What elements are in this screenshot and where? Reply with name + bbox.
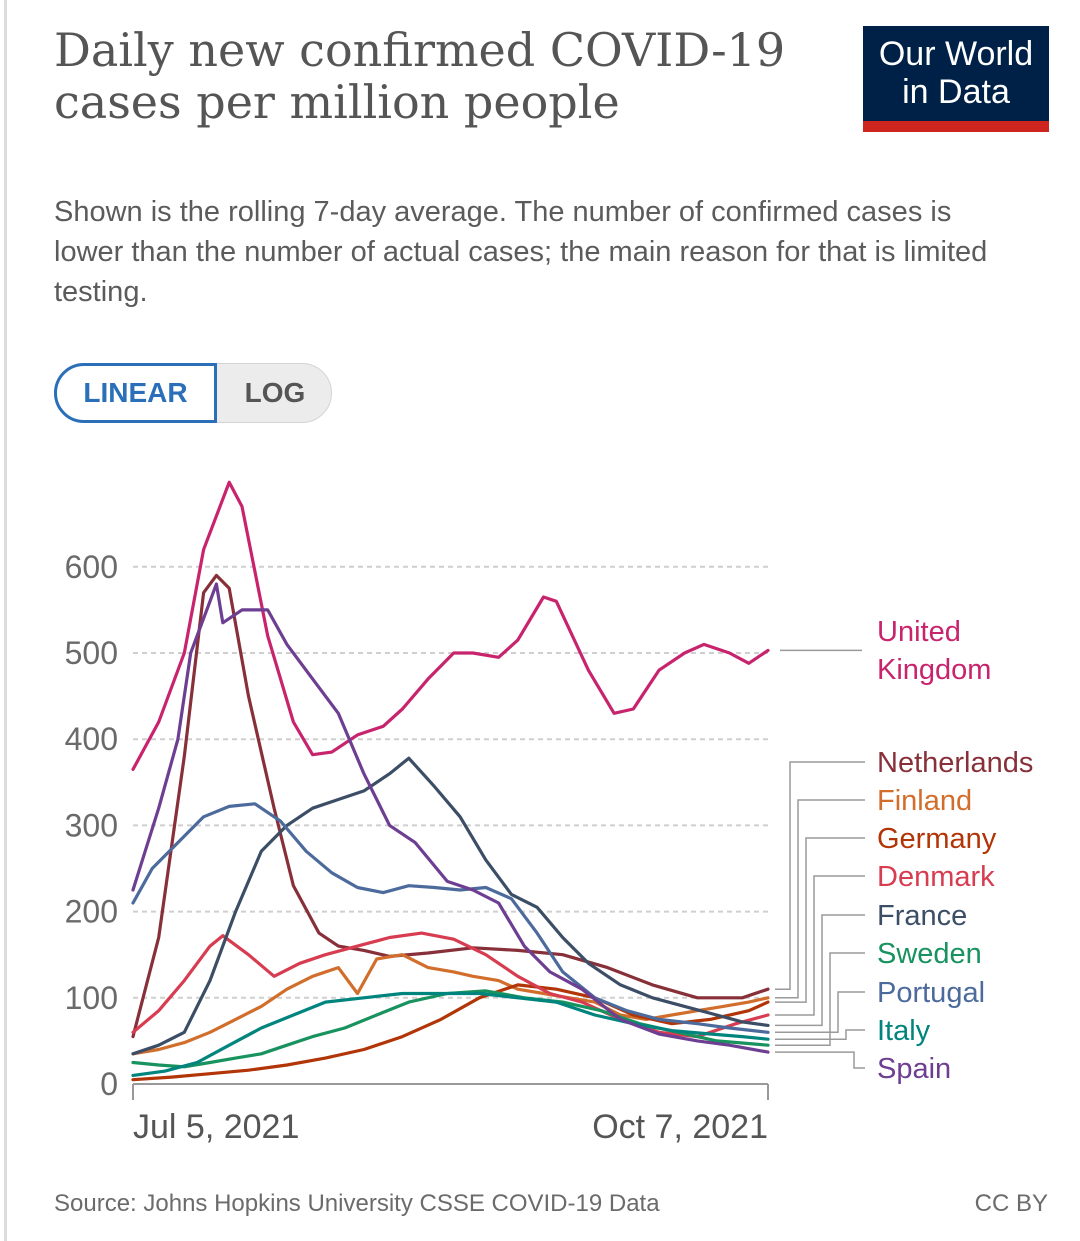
y-tick-label: 600 (65, 549, 118, 585)
logo-text: Our World in Data (878, 35, 1034, 111)
source-note[interactable]: Source: Johns Hopkins University CSSE CO… (54, 1190, 660, 1217)
leader-line (775, 761, 865, 990)
line-chart: 0 100 200 300 400 500 600 Jul 5, 2021 Oct 7, 202… (65, 480, 1033, 1146)
y-tick-label: 100 (65, 980, 118, 1016)
license-link[interactable]: CC BY (974, 1190, 1048, 1217)
series-label-line1: United (877, 616, 961, 648)
x-tick-label: Oct 7, 2021 (592, 1108, 768, 1146)
series-label-line2: Kingdom (877, 654, 991, 686)
series-line-portugal (131, 802, 770, 1034)
series-label: Italy (877, 1015, 931, 1047)
series-label: Finland (877, 785, 972, 817)
chart-title: Daily new confirmed COVID-19 cases per m… (54, 23, 786, 129)
series-label: Denmark (877, 861, 995, 893)
y-tick-label: 300 (65, 807, 118, 843)
series-line-france (131, 756, 770, 1056)
leader-line (775, 837, 865, 1003)
leader-line (775, 991, 865, 1034)
series-line-spain (131, 582, 770, 1054)
series-line-finland (131, 953, 770, 1056)
x-tick-label: Jul 5, 2021 (133, 1108, 299, 1146)
leader-line (775, 1051, 865, 1069)
series-line-sweden (131, 989, 770, 1069)
chart-subtitle: Shown is the rolling 7-day average. The … (54, 196, 988, 308)
leader-line (775, 914, 865, 1027)
y-tick-label: 0 (100, 1066, 118, 1102)
y-tick-label: 200 (65, 894, 118, 930)
leader-line (775, 952, 865, 1046)
series-label: Netherlands (877, 747, 1033, 779)
y-tick-label: 500 (65, 635, 118, 671)
series-label: Portugal (877, 977, 985, 1009)
series-line-italy (131, 991, 770, 1078)
log-scale-button[interactable]: LOG (244, 377, 306, 408)
linear-scale-button[interactable]: LINEAR (54, 363, 217, 423)
series-label: France (877, 900, 967, 932)
left-border (4, 0, 7, 1241)
series-label: Sweden (877, 938, 982, 970)
leader-line (775, 875, 865, 1016)
series-label: Spain (877, 1053, 951, 1085)
series-line-united-kingdom (131, 480, 770, 771)
leader-line (775, 799, 865, 999)
y-tick-label: 400 (65, 721, 118, 757)
leader-line (775, 1029, 865, 1040)
scale-toggle: LINEAR LOG (54, 363, 332, 423)
logo-accent-bar (863, 121, 1049, 132)
owid-logo[interactable]: Our World in Data (863, 26, 1049, 132)
series-label: Germany (877, 823, 997, 855)
